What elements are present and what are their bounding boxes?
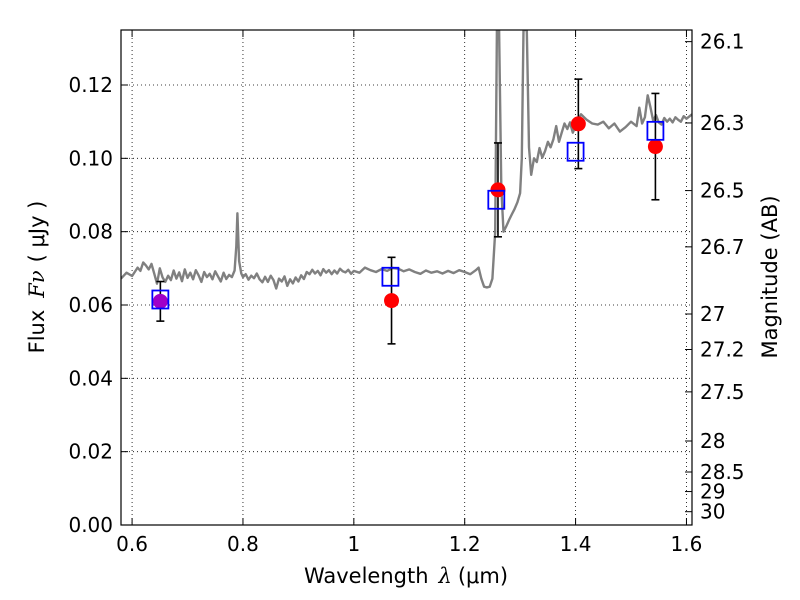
magnitude-tick-label: 27 [700, 302, 725, 326]
x-ticks: 0.6 0.8 1 1.2 1.4 1.6 [116, 30, 702, 556]
x-tick-label: 1.6 [671, 532, 703, 556]
magnitude-tick-label: 26.7 [700, 235, 745, 259]
magnitude-tick-label: 28.5 [700, 460, 745, 484]
magnitude-tick-label: 28 [700, 429, 725, 453]
observed-points [152, 116, 663, 309]
model-square [381, 266, 400, 287]
model-square [566, 141, 585, 162]
model-square [151, 289, 170, 310]
y-axis-right-label: Magnitude (AB) [758, 195, 782, 358]
y-tick-label: 0.12 [68, 73, 113, 97]
y-tick-label: 0.00 [68, 513, 113, 537]
grid [121, 30, 692, 526]
observed-point [647, 139, 663, 155]
x-tick-label: 1.4 [560, 532, 592, 556]
y-tick-label: 0.02 [68, 440, 113, 464]
y-tick-label: 0.08 [68, 220, 113, 244]
observed-point [152, 293, 168, 309]
y-axis-label: FluxFν( μJy ) [25, 201, 49, 354]
y-tick-label: 0.04 [68, 366, 113, 390]
y-tick-label: 0.06 [68, 293, 113, 317]
magnitude-tick-label: 27.5 [700, 380, 745, 404]
model-square [646, 120, 665, 141]
x-tick-label: 0.8 [227, 532, 259, 556]
magnitude-tick-label: 26.3 [700, 111, 745, 135]
spectrum-line [121, 30, 692, 290]
magnitude-tick-label: 27.2 [700, 338, 745, 362]
observed-point [570, 116, 586, 132]
x-tick-label: 1 [347, 532, 360, 556]
y-tick-label: 0.10 [68, 146, 113, 170]
magnitude-tick-label: 26.5 [700, 179, 745, 203]
y-ticks: 0.00 0.02 0.04 0.06 0.08 0.10 0.12 [68, 73, 128, 537]
magnitude-tick-label: 29 [700, 480, 725, 504]
model-spectrum [121, 30, 692, 290]
model-points [151, 120, 665, 310]
magnitude-tick-label: 30 [700, 500, 725, 524]
magnitude-tick-label: 26.1 [700, 30, 745, 54]
x-axis-label: Wavelength λ (μm) [304, 564, 508, 588]
x-tick-label: 0.6 [116, 532, 148, 556]
observed-point [384, 293, 400, 309]
x-tick-label: 1.2 [449, 532, 481, 556]
plot-frame [120, 29, 693, 526]
model-square [487, 189, 506, 210]
